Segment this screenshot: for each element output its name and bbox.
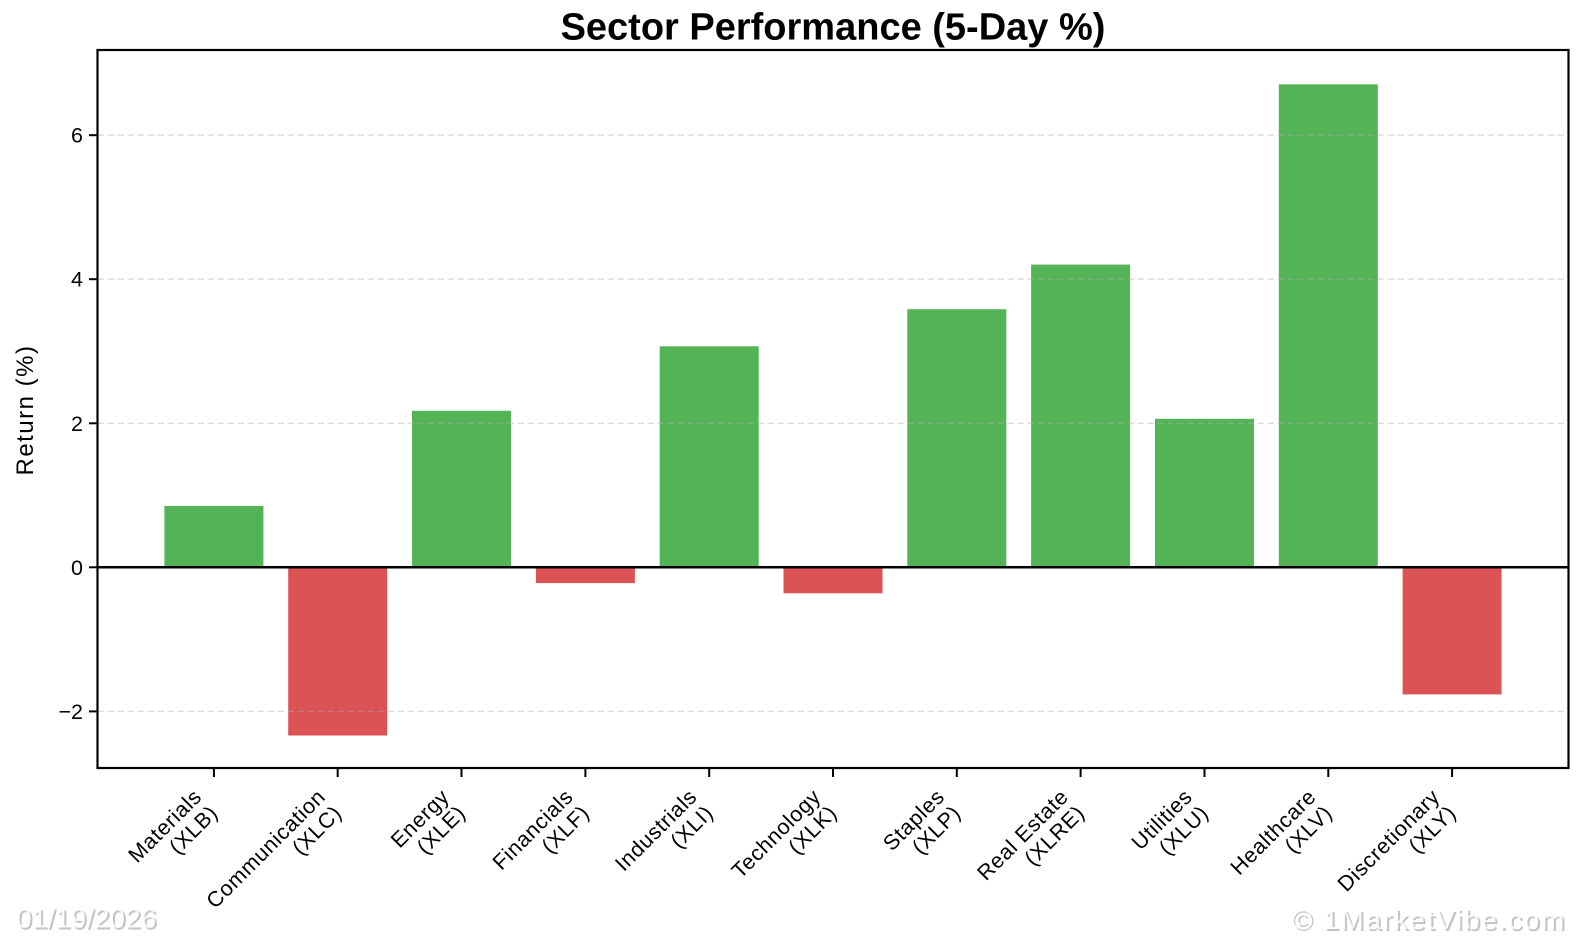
svg-text:Sector Performance (5-Day %): Sector Performance (5-Day %) xyxy=(561,7,1106,49)
svg-text:−2: −2 xyxy=(58,700,83,724)
svg-text:4: 4 xyxy=(71,268,83,292)
svg-text:2: 2 xyxy=(71,412,83,436)
svg-text:© 1MarketVibe.com: © 1MarketVibe.com xyxy=(1291,904,1566,935)
svg-text:01/19/2026: 01/19/2026 xyxy=(18,905,158,936)
svg-text:0: 0 xyxy=(71,556,83,580)
svg-text:Return (%): Return (%) xyxy=(12,344,39,475)
svg-text:6: 6 xyxy=(71,124,83,148)
svg-text:© 1MarketVibe.com: © 1MarketVibe.com xyxy=(1293,906,1568,937)
svg-text:01/19/2026: 01/19/2026 xyxy=(16,903,156,934)
